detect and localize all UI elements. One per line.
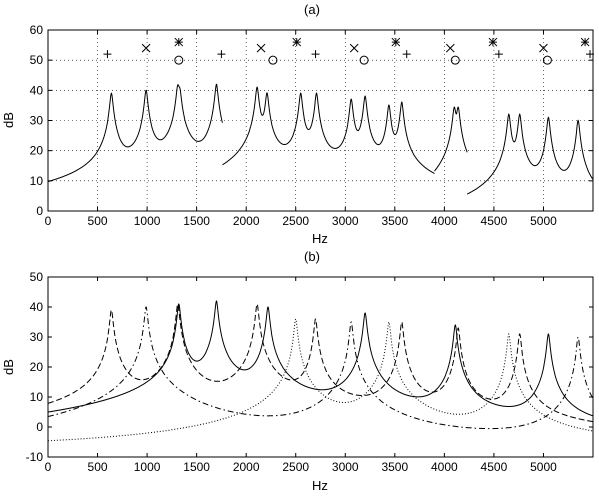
marker-circle (174, 55, 184, 65)
series-dashed-line (47, 303, 594, 423)
axes-frame-b (47, 276, 594, 458)
series-dashdot-line (47, 306, 594, 430)
series-dotted-line (48, 318, 594, 442)
x-tick-label: 3500 (381, 214, 408, 228)
y-axis-label-b: dB (1, 359, 16, 375)
y-tick-label: 50 (30, 53, 44, 67)
x-ticks-b: 0 500 1000 1500 2000 2500 3000 3500 4000 4500 5000 (45, 277, 557, 474)
series-solid-line (222, 86, 435, 174)
y-tick-label: 10 (30, 174, 44, 188)
marker-x (141, 43, 151, 53)
marker-plus (103, 50, 112, 59)
marker-plus (217, 50, 226, 59)
panel-a: (a) 0 500 1000 1500 2000 2500 3000 3500 4000 4500… (1, 2, 595, 246)
x-tick-label: 500 (88, 460, 108, 474)
y-tick-label: 20 (30, 144, 44, 158)
marker-x (445, 43, 455, 53)
marker-star (488, 37, 498, 47)
marker-circle (268, 55, 278, 65)
y-tick-label: 50 (30, 270, 44, 284)
x-tick-label: 2000 (233, 214, 260, 228)
x-tick-label: 0 (45, 214, 52, 228)
x-tick-label: 3000 (332, 214, 359, 228)
y-tick-label: 0 (36, 420, 43, 434)
x-tick-label: 1000 (134, 460, 161, 474)
marker-x (349, 43, 359, 53)
x-axis-label-a: Hz (312, 231, 328, 246)
marker-plus (402, 50, 411, 59)
marker-circle (359, 55, 369, 65)
x-tick-label: 5000 (530, 460, 557, 474)
y-axis-label-a: dB (1, 112, 16, 128)
y-ticks-a: 0 10 20 30 40 50 60 (30, 23, 593, 218)
marker-circle (542, 55, 552, 65)
marker-plus (311, 50, 320, 59)
y-tick-label: 20 (30, 360, 44, 374)
panel-a-label: (a) (304, 2, 320, 17)
series-solid-line (47, 300, 594, 417)
panel-b: (b) 0 500 1000 1500 2000 2500 3000 3500 4000 4500… (1, 249, 594, 493)
marker-x (256, 43, 266, 53)
y-tick-label: 40 (30, 83, 44, 97)
x-tick-label: 5000 (530, 214, 557, 228)
x-tick-label: 2500 (282, 460, 309, 474)
series-solid-line (434, 106, 468, 172)
series-solid-line (466, 113, 594, 195)
curves-a (47, 83, 594, 195)
x-tick-label: 4000 (431, 460, 458, 474)
y-tick-label: 30 (30, 330, 44, 344)
y-tick-label: 60 (30, 23, 44, 37)
x-tick-label: 2500 (282, 214, 309, 228)
marker-star (174, 37, 184, 47)
marker-plus (494, 50, 503, 59)
x-tick-label: 0 (45, 460, 52, 474)
x-tick-label: 3000 (332, 460, 359, 474)
marker-star (391, 37, 401, 47)
x-tick-label: 4500 (481, 460, 508, 474)
y-tick-label: 0 (36, 204, 43, 218)
marker-x (539, 43, 548, 53)
x-tick-label: 4500 (481, 214, 508, 228)
y-ticks-b: -10 0 10 20 30 40 50 (26, 270, 593, 464)
x-tick-label: 3500 (381, 460, 408, 474)
y-tick-label: 30 (30, 114, 44, 128)
series-solid-line (47, 83, 223, 183)
y-tick-label: 40 (30, 300, 44, 314)
x-tick-label: 1500 (183, 460, 210, 474)
x-axis-label-b: Hz (312, 478, 328, 493)
x-tick-label: 4000 (431, 214, 458, 228)
x-ticks-a: 0 500 1000 1500 2000 2500 3000 3500 4000 4500 5000 (45, 30, 557, 228)
x-tick-label: 500 (88, 214, 108, 228)
marker-star (580, 37, 590, 47)
x-tick-label: 2000 (233, 460, 260, 474)
panel-b-label: (b) (304, 249, 320, 264)
x-tick-label: 1500 (183, 214, 210, 228)
marker-circle (450, 55, 460, 65)
y-tick-label: 10 (30, 390, 44, 404)
curves-b (47, 300, 594, 442)
x-tick-label: 1000 (134, 214, 161, 228)
marker-star (292, 37, 302, 47)
y-tick-label: -10 (26, 450, 44, 464)
